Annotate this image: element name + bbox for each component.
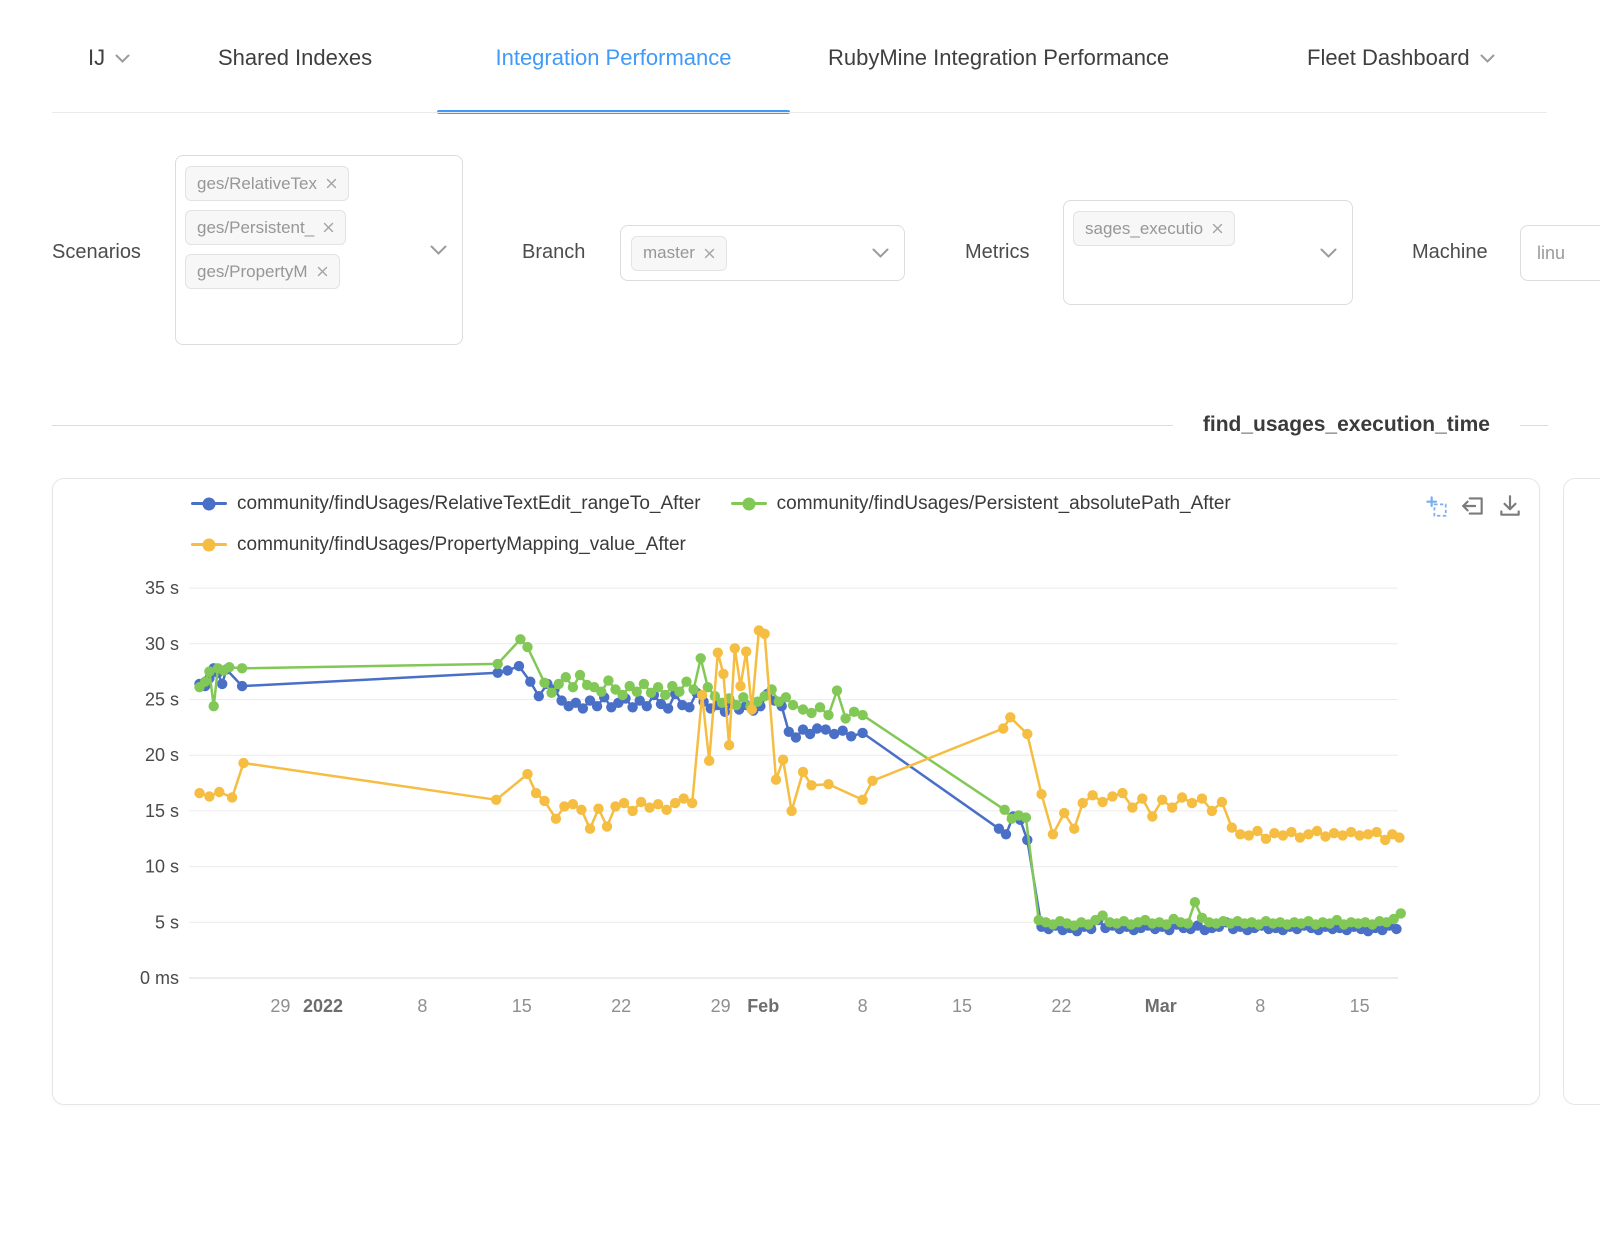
nav-tab-integration-performance[interactable]: Integration Performance xyxy=(437,36,790,80)
svg-text:8: 8 xyxy=(1255,996,1265,1016)
chart-modebar xyxy=(1421,491,1525,521)
svg-text:2022: 2022 xyxy=(303,996,343,1016)
chart-section-title: find_usages_execution_time xyxy=(1202,413,1490,436)
nav-divider xyxy=(52,112,1547,113)
svg-text:5 s: 5 s xyxy=(155,912,179,932)
legend-marker xyxy=(191,538,227,552)
chevron-down-icon xyxy=(1320,248,1337,258)
download-icon[interactable] xyxy=(1495,491,1525,521)
nav-tab-label: Integration Performance xyxy=(495,45,732,70)
legend-label: community/findUsages/PropertyMapping_val… xyxy=(237,533,686,555)
remove-tag-icon[interactable] xyxy=(1212,223,1223,234)
scenario-tag-list: ges/RelativeTex ges/Persistent_ ges/Prop… xyxy=(185,166,422,298)
remove-tag-icon[interactable] xyxy=(326,178,337,189)
svg-text:15: 15 xyxy=(1350,996,1370,1016)
reset-axes-icon[interactable] xyxy=(1458,491,1488,521)
tag-label: sages_executio xyxy=(1085,218,1204,238)
chevron-down-icon xyxy=(115,54,130,63)
nav-tab-label: Fleet Dashboard xyxy=(1307,45,1470,70)
svg-text:8: 8 xyxy=(858,996,868,1016)
chevron-down-icon xyxy=(1480,54,1495,63)
nav-tab-rubymine-integration-performance[interactable]: RubyMine Integration Performance xyxy=(828,36,1169,80)
scenario-tag[interactable]: ges/RelativeTex xyxy=(185,166,350,201)
branch-tag[interactable]: master xyxy=(631,235,727,271)
zoom-box-icon[interactable] xyxy=(1421,491,1451,521)
nav-tab-label: RubyMine Integration Performance xyxy=(828,45,1170,70)
legend-marker xyxy=(191,497,227,511)
chevron-down-icon xyxy=(872,248,889,258)
svg-text:29: 29 xyxy=(270,996,290,1016)
svg-text:35 s: 35 s xyxy=(145,578,179,598)
branch-label: Branch xyxy=(522,241,586,263)
chevron-down-icon xyxy=(430,245,447,255)
svg-text:22: 22 xyxy=(611,996,631,1016)
tag-label: ges/PropertyM xyxy=(197,261,308,281)
chart-card: community/findUsages/RelativeTextEdit_ra… xyxy=(52,478,1540,1105)
svg-text:Mar: Mar xyxy=(1145,996,1177,1016)
chart-legend: community/findUsages/RelativeTextEdit_ra… xyxy=(191,483,1231,565)
scenarios-select[interactable]: ges/RelativeTex ges/Persistent_ ges/Prop… xyxy=(175,155,463,345)
svg-text:10 s: 10 s xyxy=(145,857,179,877)
tag-label: master xyxy=(643,243,695,262)
metric-tag[interactable]: sages_executio xyxy=(1073,211,1236,246)
machine-label: Machine xyxy=(1412,241,1488,263)
metrics-select[interactable]: sages_executio xyxy=(1063,200,1353,305)
legend-item-relativetextedit[interactable]: community/findUsages/RelativeTextEdit_ra… xyxy=(191,493,701,515)
divider-line xyxy=(1520,424,1548,426)
svg-text:25 s: 25 s xyxy=(145,690,179,710)
svg-text:20 s: 20 s xyxy=(145,745,179,765)
remove-tag-icon[interactable] xyxy=(704,248,715,259)
scenario-tag[interactable]: ges/PropertyM xyxy=(185,254,340,289)
remove-tag-icon[interactable] xyxy=(323,222,334,233)
nav-tab-shared-indexes[interactable]: Shared Indexes xyxy=(218,36,372,80)
nav-tab-fleet-dashboard[interactable]: Fleet Dashboard xyxy=(1307,36,1495,80)
remove-tag-icon[interactable] xyxy=(317,266,328,277)
nav-tab-label: IJ xyxy=(88,45,106,70)
legend-label: community/findUsages/RelativeTextEdit_ra… xyxy=(237,492,701,514)
legend-item-persistent[interactable]: community/findUsages/Persistent_absolute… xyxy=(730,492,1231,515)
svg-text:30 s: 30 s xyxy=(145,634,179,654)
section-divider: find_usages_execution_time xyxy=(52,413,1548,437)
machine-value: linu xyxy=(1537,242,1566,263)
tag-label: ges/Persistent_ xyxy=(197,217,315,237)
svg-text:15: 15 xyxy=(512,996,532,1016)
svg-text:15 s: 15 s xyxy=(145,801,179,821)
divider-line xyxy=(52,424,1173,426)
chart-plot[interactable]: 0 ms 5 s 10 s 15 s 20 s 25 s 30 s 35 s 29 2022 8 15… xyxy=(53,479,1537,1102)
svg-text:15: 15 xyxy=(952,996,972,1016)
legend-marker xyxy=(730,497,767,511)
scenario-tag[interactable]: ges/Persistent_ xyxy=(185,210,347,245)
tag-label: ges/RelativeTex xyxy=(197,173,318,193)
svg-text:Feb: Feb xyxy=(747,996,779,1016)
scenarios-label: Scenarios xyxy=(52,241,141,263)
svg-text:8: 8 xyxy=(417,996,427,1016)
legend-item-propertymapping[interactable]: community/findUsages/PropertyMapping_val… xyxy=(191,534,686,556)
svg-text:0 ms: 0 ms xyxy=(140,968,179,988)
nav-tab-ij[interactable]: IJ xyxy=(88,36,130,80)
branch-select[interactable]: master xyxy=(620,225,905,281)
machine-select[interactable]: linu xyxy=(1520,225,1600,281)
legend-label: community/findUsages/Persistent_absolute… xyxy=(776,492,1231,514)
metrics-label: Metrics xyxy=(965,241,1030,263)
svg-text:22: 22 xyxy=(1051,996,1071,1016)
adjacent-card-edge xyxy=(1563,478,1600,1105)
svg-text:29: 29 xyxy=(711,996,731,1016)
nav-tab-label: Shared Indexes xyxy=(218,45,373,70)
